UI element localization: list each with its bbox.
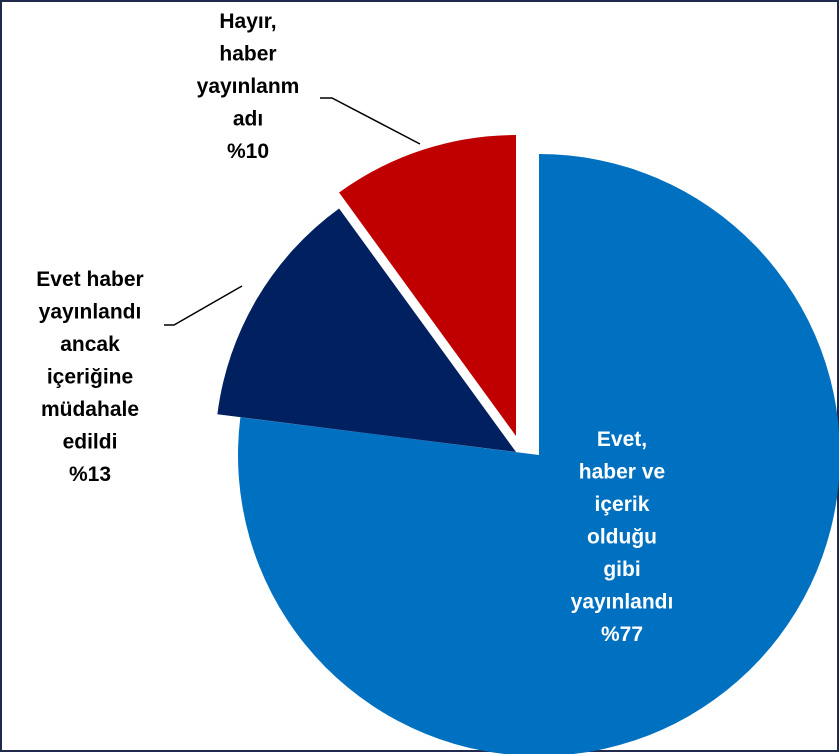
slice-label-line: Evet haber [36,268,143,291]
pie-slice-2 [217,208,516,452]
pie-slice-3 [339,135,516,436]
slice-label-line: içerik [595,493,650,516]
pie-slice-1 [238,154,839,754]
slice-label-line: ancak [60,333,120,356]
slice-label-line: olduğu [587,526,657,549]
slice-label-line: Hayır, [219,10,276,33]
slice-label-line: gibi [603,558,640,581]
slice-label-1: Evet, haber ve içerik olduğu gibi yayınlandı%… [571,428,674,646]
slice-label-line: edildi [63,431,118,454]
slice-label-line: yayınlandı [39,301,142,324]
pie-slices [217,135,839,754]
slice-labels: Evet, haber ve içerik olduğu gibi yayınlandı%… [36,10,673,646]
slice-label-line: %13 [69,463,111,486]
slice-label-line: %10 [227,140,269,163]
slice-label-line: Evet, [597,428,647,451]
leader-line-3 [320,97,421,145]
slice-label-line: adı [233,108,263,131]
slice-label-line: müdahale [41,398,139,421]
leader-lines [164,97,421,326]
leader-line-2 [164,285,243,326]
slice-label-2: Evet haber yayınlandı ancak içeriğine müdaha… [36,268,143,486]
slice-label-line: içeriğine [47,366,133,389]
slice-label-line: haber ve [579,461,665,484]
slice-label-line: yayınlandı [571,591,674,614]
slice-label-line: haber [219,43,276,66]
slice-label-line: %77 [601,623,643,646]
slice-label-3: Hayır, haber yayınlanm adı %10 [197,10,300,163]
slice-label-line: yayınlanm [197,75,300,98]
